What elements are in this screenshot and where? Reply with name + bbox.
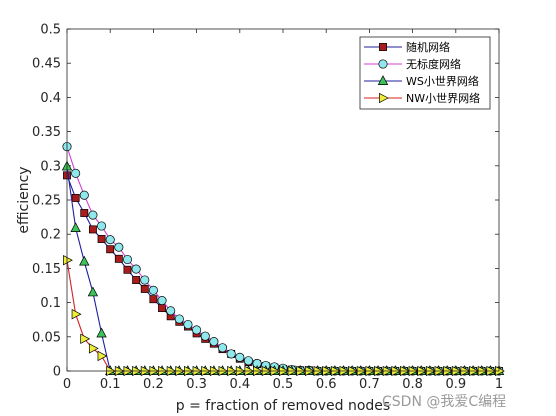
legend-marker <box>377 75 389 85</box>
y-tick-label: 0.35 <box>32 125 61 140</box>
data-point <box>132 276 141 284</box>
data-point <box>140 275 150 285</box>
x-tick-label: 0.9 <box>445 377 466 392</box>
legend-marker <box>379 92 389 104</box>
data-point <box>97 350 108 362</box>
data-point <box>96 327 107 338</box>
data-point <box>217 343 228 353</box>
watermark-text: CSDN @我爱C编程 <box>382 394 507 410</box>
data-point <box>71 193 80 202</box>
data-point <box>209 337 219 347</box>
x-axis-label: p = fraction of removed nodes <box>176 398 390 414</box>
x-tick-label: 0.4 <box>229 377 250 392</box>
data-point <box>97 235 106 243</box>
x-tick-label: 0.2 <box>143 377 164 392</box>
data-point <box>243 356 253 366</box>
x-tick-label: 0.7 <box>359 377 380 392</box>
data-point <box>80 209 89 217</box>
data-point <box>88 210 98 220</box>
data-point <box>166 306 176 316</box>
legend-marker <box>379 43 387 51</box>
x-tick-label: 0.8 <box>402 377 423 392</box>
y-tick-label: 0.4 <box>40 91 61 106</box>
y-axis-label: efficiency <box>16 166 32 233</box>
legend-label: 随机网络 <box>406 40 450 54</box>
y-tick-label: 0.3 <box>40 159 61 174</box>
data-point <box>131 264 141 274</box>
data-point <box>149 295 158 304</box>
data-point <box>88 225 97 234</box>
tick-labels-group: 0 0.1 0.2 0.3 0.4 0.5 0.6 0.7 0.8 0.9 1 0 0.05 0.1 0.1… <box>32 23 503 393</box>
y-tick-label: 0.2 <box>40 228 61 243</box>
legend-label: NW小世界网络 <box>406 91 480 105</box>
data-point <box>87 286 99 297</box>
x-tick-label: 0.5 <box>273 377 294 392</box>
data-point <box>148 285 158 295</box>
y-tick-label: 0.25 <box>32 194 61 209</box>
x-tick-label: 0.3 <box>186 377 207 392</box>
x-tick-label: 0.6 <box>316 377 337 392</box>
data-point <box>106 245 115 254</box>
data-point <box>174 314 184 324</box>
legend-label: 无标度网络 <box>406 57 461 71</box>
data-point <box>114 254 123 263</box>
legend-marker <box>378 59 388 69</box>
y-tick-label: 0.15 <box>32 262 61 277</box>
data-point <box>70 222 81 232</box>
data-point <box>63 255 73 266</box>
data-point <box>122 254 133 265</box>
x-tick-label: 0.1 <box>100 377 121 392</box>
y-tick-label: 0.1 <box>40 296 61 311</box>
x-tick-label: 0 <box>63 377 71 392</box>
y-tick-label: 0.5 <box>40 23 61 38</box>
y-tick-label: 0.05 <box>32 330 61 345</box>
data-point <box>79 190 89 200</box>
data-point <box>183 319 193 330</box>
x-tick-label: 1 <box>495 377 503 392</box>
data-point <box>71 309 82 320</box>
legend-label: WS小世界网络 <box>406 74 479 88</box>
y-tick-label: 0.45 <box>32 57 61 72</box>
data-point <box>123 265 132 274</box>
data-point <box>140 284 149 293</box>
data-point <box>71 168 81 178</box>
data-point <box>105 235 115 245</box>
data-point <box>114 242 124 252</box>
data-point <box>192 325 202 335</box>
data-point <box>200 331 210 341</box>
data-point <box>158 304 166 313</box>
data-point <box>88 343 99 354</box>
data-point <box>226 349 236 359</box>
data-point <box>97 221 107 231</box>
data-point <box>80 333 91 345</box>
y-tick-label: 0 <box>53 365 61 380</box>
data-point <box>235 352 245 362</box>
data-point <box>157 295 167 306</box>
data-point <box>79 255 90 266</box>
plot-area-frame <box>66 28 500 372</box>
